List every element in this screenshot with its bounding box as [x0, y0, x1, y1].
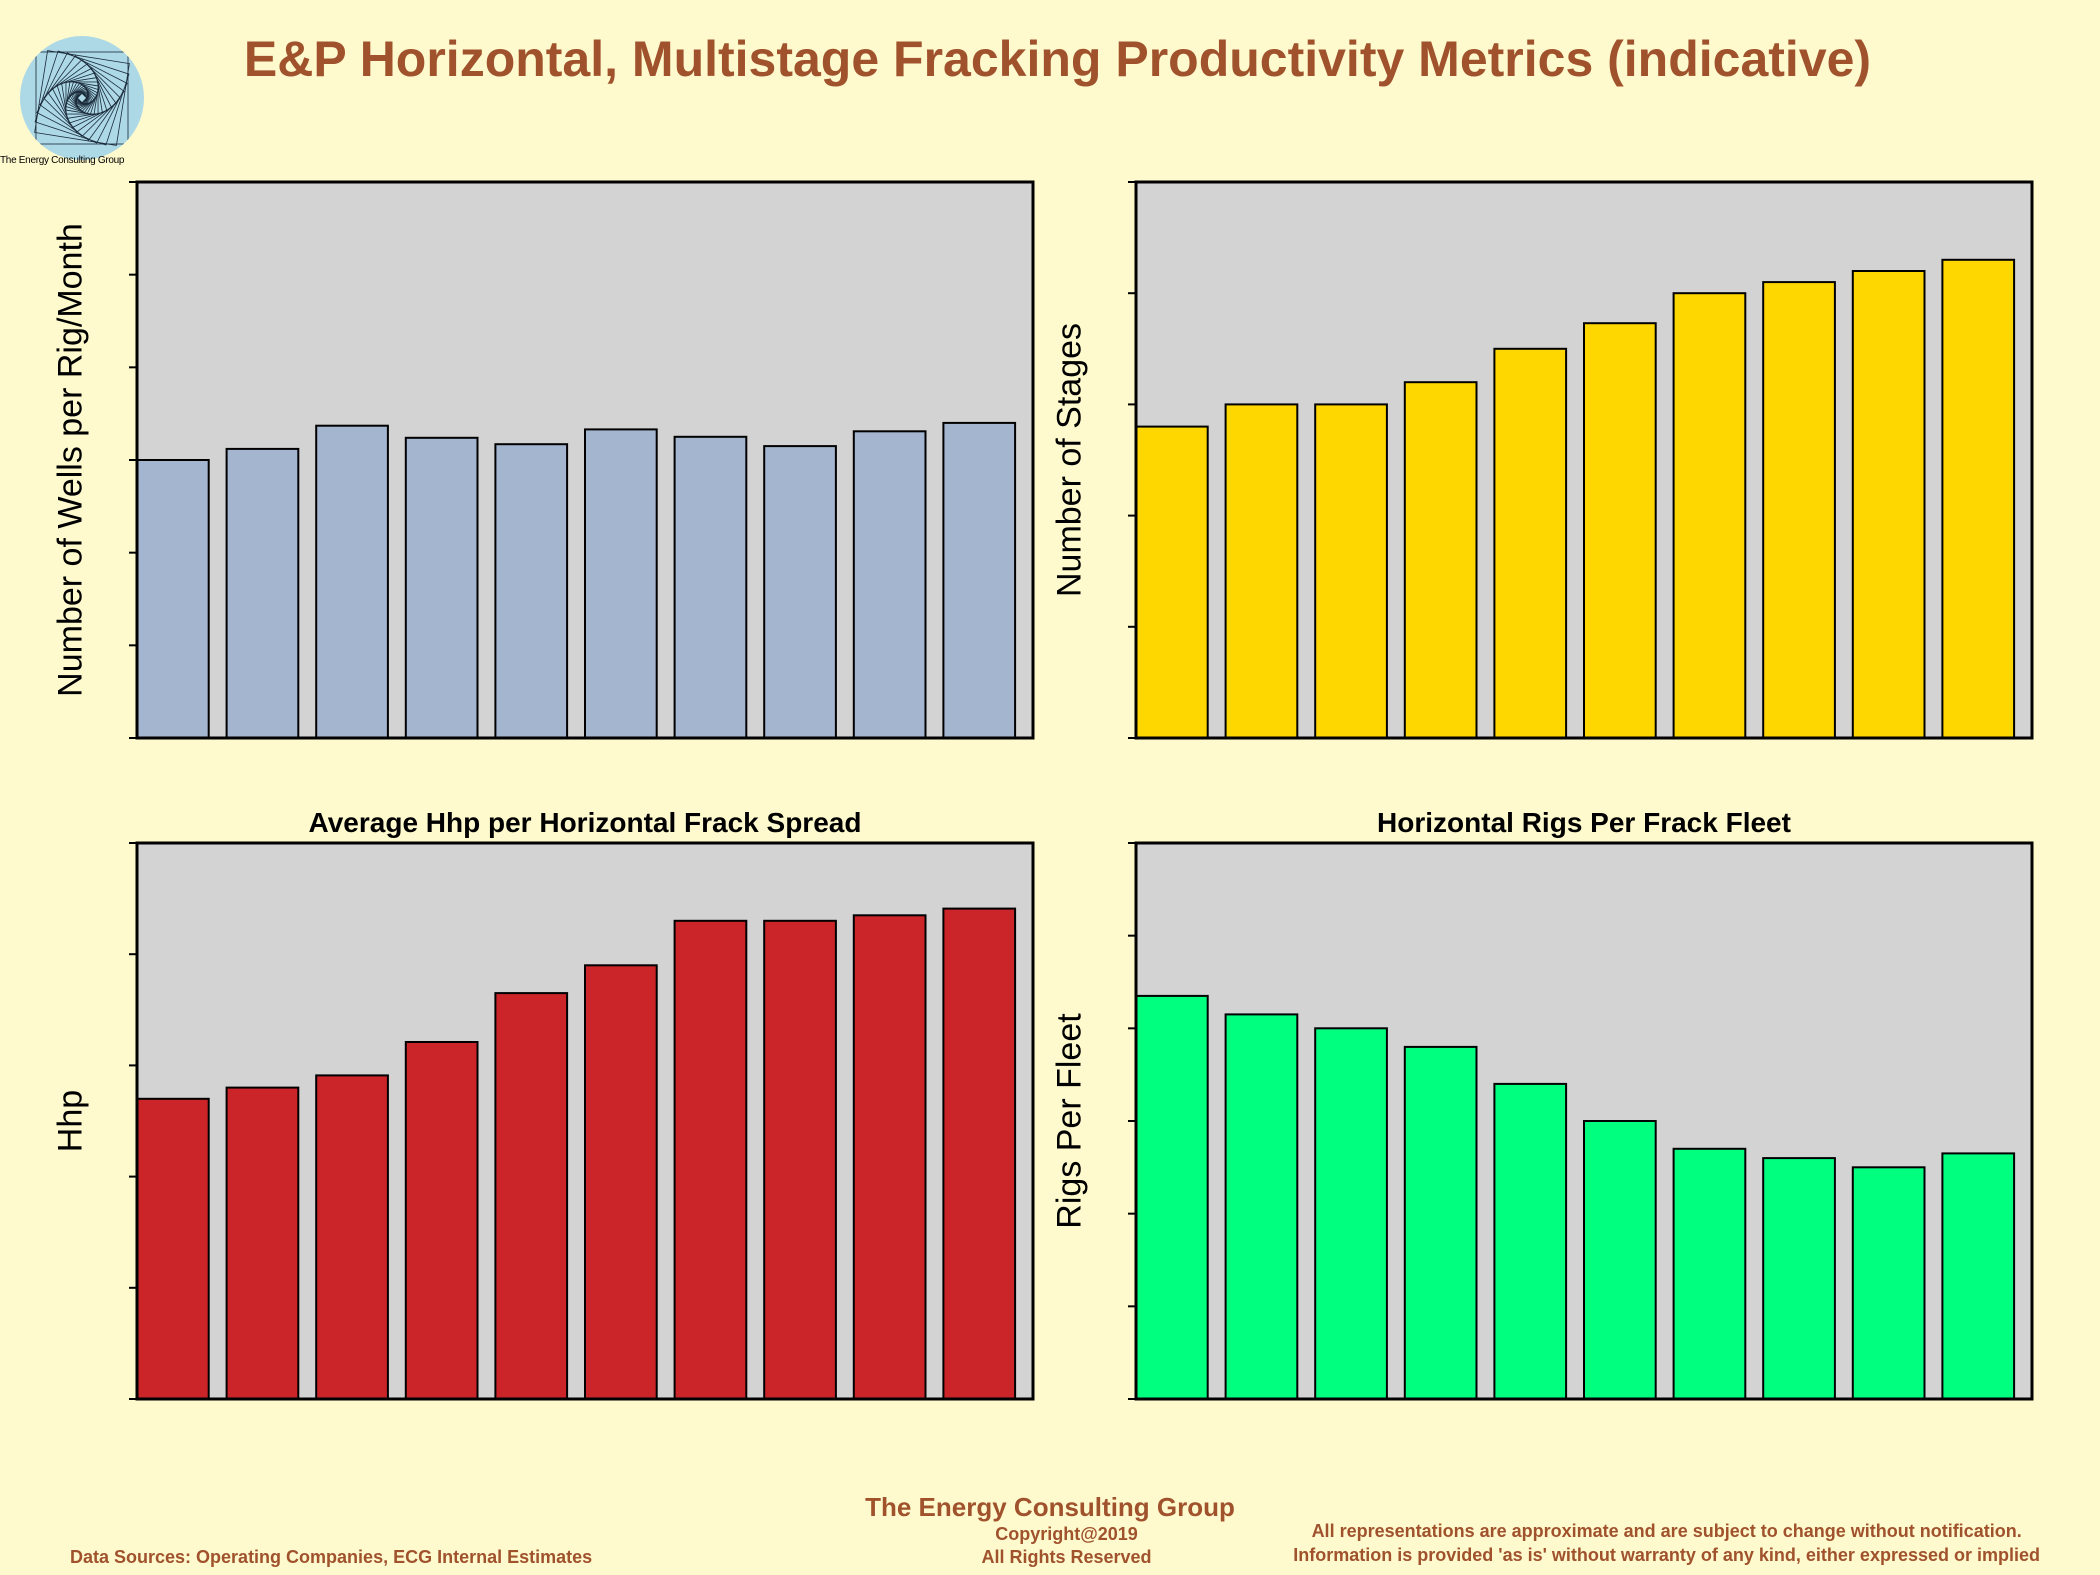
stages-bar-3 [1314, 403, 1388, 739]
wells-bar-6 [584, 428, 658, 739]
footer-copyright: Copyright@2019 [995, 1524, 1138, 1544]
disclaimer-line-2: Information is provided 'as is' without … [1293, 1545, 2040, 1565]
hhp-chart-title: Average Hhp per Horizontal Frack Spread [308, 807, 862, 838]
footer-rights: All Rights Reserved [981, 1547, 1152, 1567]
hhp-bar-1 [136, 1097, 210, 1401]
stages-bar-7 [1672, 292, 1747, 739]
rigs-bar-9 [1851, 1166, 1926, 1401]
rigs-ylabel: Rigs Per Fleet [1050, 1013, 1089, 1229]
wells-bar-7 [673, 435, 748, 739]
stages-bar-2 [1224, 403, 1299, 739]
stages-plot-frame [1134, 180, 2034, 740]
hhp-bar-10 [942, 907, 1017, 1400]
wells-bar-4 [404, 436, 479, 739]
footer-sources: Data Sources: Operating Companies, ECG I… [70, 1547, 593, 1567]
hhp-bar-5 [494, 992, 569, 1400]
logo-caption: The Energy Consulting Group [0, 155, 125, 166]
rigs-bar-4 [1403, 1045, 1478, 1401]
rigs-chart-title: Horizontal Rigs Per Frack Fleet [1377, 807, 1791, 838]
footer-company: The Energy Consulting Group [865, 1492, 1235, 1522]
hhp-bar-6 [584, 964, 658, 1400]
rigs-bar-3 [1314, 1027, 1388, 1401]
disclaimer-line-1: All representations are approximate and … [1311, 1521, 2022, 1541]
rigs-bar-2 [1224, 1013, 1299, 1401]
rigs-bar-5 [1493, 1082, 1568, 1401]
hhp-plot-frame [135, 841, 1035, 1401]
spiral-logo-icon [20, 36, 144, 160]
wells-bar-3 [315, 424, 389, 739]
wells-bar-9 [852, 430, 927, 739]
page-title: E&P Horizontal, Multistage Fracking Prod… [243, 31, 1872, 87]
hhp-bar-2 [225, 1086, 300, 1400]
stages-bar-9 [1851, 270, 1926, 739]
rigs-bar-1 [1135, 994, 1209, 1401]
wells-bar-8 [763, 445, 837, 739]
rigs-bar-10 [1941, 1152, 2016, 1401]
stages-bar-4 [1403, 381, 1478, 739]
footer-disclaimer: All representations are approximate and … [1293, 1519, 2040, 1567]
rigs-bar-6 [1583, 1120, 1657, 1400]
wells-bar-10 [942, 421, 1017, 739]
rigs-bar-7 [1672, 1147, 1747, 1401]
wells-bar-2 [225, 447, 300, 739]
stages-bar-8 [1762, 281, 1836, 739]
stages-bar-5 [1493, 347, 1568, 739]
hhp-bar-3 [315, 1074, 389, 1401]
hhp-bar-7 [673, 919, 748, 1400]
rigs-bar-8 [1762, 1157, 1836, 1400]
company-logo [14, 20, 150, 190]
